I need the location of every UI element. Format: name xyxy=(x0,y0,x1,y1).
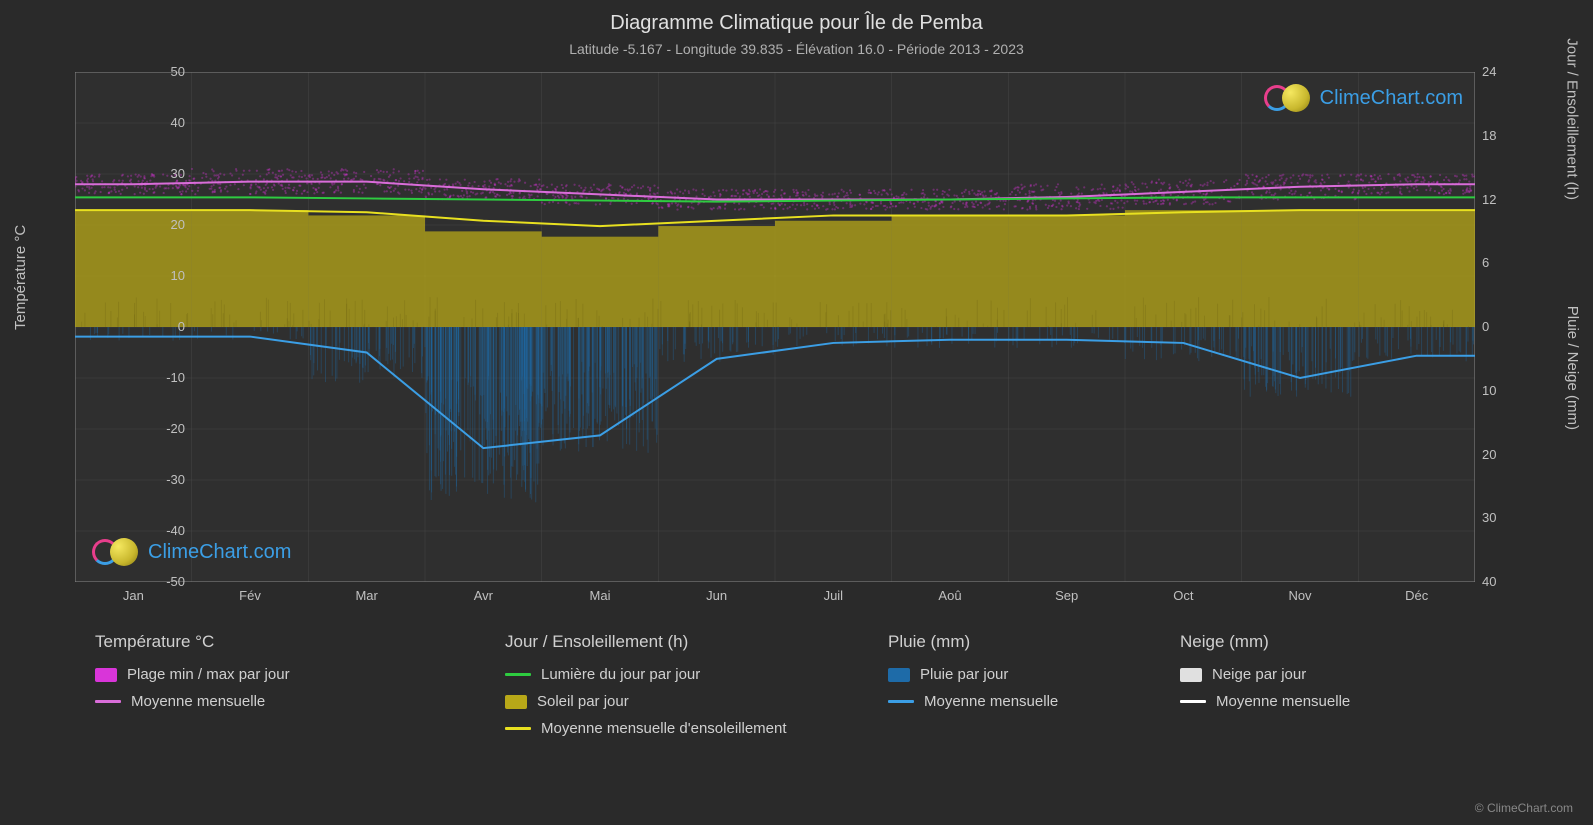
legend-swatch xyxy=(505,695,527,709)
x-tick-month: Fév xyxy=(220,588,280,603)
legend-header: Jour / Ensoleillement (h) xyxy=(505,632,787,652)
legend-label: Lumière du jour par jour xyxy=(541,666,700,683)
x-tick-month: Juil xyxy=(803,588,863,603)
climate-chart: Diagramme Climatique pour Île de Pemba L… xyxy=(0,0,1593,825)
legend-label: Neige par jour xyxy=(1212,666,1306,683)
legend-item: Pluie par jour xyxy=(888,666,1058,683)
plot-svg xyxy=(75,72,1475,582)
legend-daylight: Jour / Ensoleillement (h) Lumière du jou… xyxy=(505,632,787,747)
x-tick-month: Mai xyxy=(570,588,630,603)
y-tick-left: 50 xyxy=(145,64,185,79)
y-axis-right-top-label: Jour / Ensoleillement (h) xyxy=(1564,38,1581,200)
logo-sphere-icon xyxy=(110,538,138,566)
x-tick-month: Jun xyxy=(687,588,747,603)
logo-sphere-icon xyxy=(1282,84,1310,112)
legend-item: Plage min / max par jour xyxy=(95,666,290,683)
legend-item: Moyenne mensuelle xyxy=(95,693,290,710)
y-axis-right-bottom-label: Pluie / Neige (mm) xyxy=(1564,306,1581,430)
y-tick-left: -10 xyxy=(145,370,185,385)
y-tick-right: 18 xyxy=(1482,128,1496,143)
y-tick-left: -20 xyxy=(145,421,185,436)
y-tick-right: 12 xyxy=(1482,192,1496,207)
legend-snow: Neige (mm) Neige par jour Moyenne mensuel… xyxy=(1180,632,1350,720)
legend-label: Moyenne mensuelle xyxy=(1216,693,1350,710)
chart-subtitle: Latitude -5.167 - Longitude 39.835 - Élé… xyxy=(0,35,1593,57)
legend-item: Lumière du jour par jour xyxy=(505,666,787,683)
y-tick-right: 30 xyxy=(1482,510,1496,525)
y-tick-right: 40 xyxy=(1482,574,1496,589)
y-tick-left: 30 xyxy=(145,166,185,181)
legend-item: Moyenne mensuelle xyxy=(888,693,1058,710)
y-tick-right: 20 xyxy=(1482,447,1496,462)
legend-label: Soleil par jour xyxy=(537,693,629,710)
legend-swatch xyxy=(888,668,910,682)
legend-label: Moyenne mensuelle xyxy=(131,693,265,710)
legend-header: Température °C xyxy=(95,632,290,652)
legend-label: Pluie par jour xyxy=(920,666,1008,683)
legend-label: Moyenne mensuelle d'ensoleillement xyxy=(541,720,787,737)
y-tick-left: -50 xyxy=(145,574,185,589)
y-tick-right: 0 xyxy=(1482,319,1489,334)
y-tick-left: 20 xyxy=(145,217,185,232)
copyright-text: © ClimeChart.com xyxy=(1475,801,1573,815)
legend-header: Neige (mm) xyxy=(1180,632,1350,652)
legend-swatch xyxy=(1180,668,1202,682)
legend-rain: Pluie (mm) Pluie par jour Moyenne mensuel… xyxy=(888,632,1058,720)
watermark-text: ClimeChart.com xyxy=(148,541,291,564)
legend-item: Moyenne mensuelle d'ensoleillement xyxy=(505,720,787,737)
y-tick-left: -30 xyxy=(145,472,185,487)
y-axis-left-label: Température °C xyxy=(12,225,29,330)
y-tick-right: 10 xyxy=(1482,383,1496,398)
x-tick-month: Déc xyxy=(1387,588,1447,603)
watermark-top: ClimeChart.com xyxy=(1264,84,1463,112)
x-tick-month: Aoû xyxy=(920,588,980,603)
watermark-text: ClimeChart.com xyxy=(1320,87,1463,110)
legend-swatch xyxy=(95,700,121,703)
y-tick-right: 24 xyxy=(1482,64,1496,79)
legend-swatch xyxy=(505,673,531,676)
legend-temperature: Température °C Plage min / max par jour M… xyxy=(95,632,290,720)
legend-item: Neige par jour xyxy=(1180,666,1350,683)
legend-label: Moyenne mensuelle xyxy=(924,693,1058,710)
watermark-bottom: ClimeChart.com xyxy=(92,538,291,566)
y-tick-right: 6 xyxy=(1482,255,1489,270)
y-tick-left: 40 xyxy=(145,115,185,130)
x-tick-month: Jan xyxy=(103,588,163,603)
x-tick-month: Oct xyxy=(1153,588,1213,603)
legend-swatch xyxy=(505,727,531,730)
x-tick-month: Avr xyxy=(453,588,513,603)
legend-label: Plage min / max par jour xyxy=(127,666,290,683)
legend-swatch xyxy=(95,668,117,682)
legend-swatch xyxy=(1180,700,1206,703)
y-tick-left: 0 xyxy=(145,319,185,334)
legend-item: Soleil par jour xyxy=(505,693,787,710)
legend-item: Moyenne mensuelle xyxy=(1180,693,1350,710)
x-tick-month: Mar xyxy=(337,588,397,603)
y-tick-left: 10 xyxy=(145,268,185,283)
legend-header: Pluie (mm) xyxy=(888,632,1058,652)
legend-swatch xyxy=(888,700,914,703)
x-tick-month: Nov xyxy=(1270,588,1330,603)
x-tick-month: Sep xyxy=(1037,588,1097,603)
y-tick-left: -40 xyxy=(145,523,185,538)
chart-title: Diagramme Climatique pour Île de Pemba xyxy=(0,0,1593,35)
